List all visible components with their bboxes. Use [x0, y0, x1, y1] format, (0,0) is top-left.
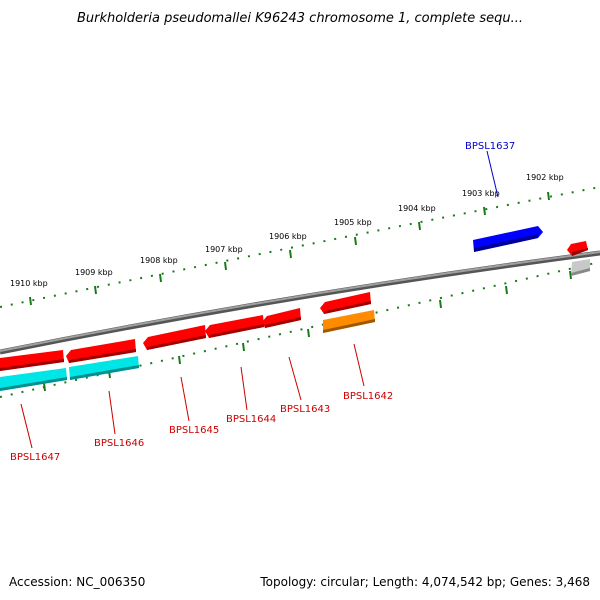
chromosome-backbone	[0, 251, 600, 352]
leader-bpsl1646	[108, 390, 116, 435]
lower-tick-arc	[0, 261, 600, 398]
map-title: Burkholderia pseudomallei K96243 chromos…	[77, 11, 523, 26]
gene-label-bpsl1643[interactable]: BPSL1643	[280, 404, 330, 415]
forward-genes	[320, 226, 588, 314]
tick-lower-7	[439, 299, 442, 309]
cds-bpsl1646[interactable]	[69, 356, 139, 380]
scale-label-1908: 1908 kbp	[140, 256, 178, 265]
tick-1908	[159, 273, 162, 283]
gene-bpsl1643[interactable]	[262, 308, 301, 328]
gene-label-bpsl1646[interactable]: BPSL1646	[94, 438, 144, 449]
leader-bpsl1644	[240, 366, 248, 411]
scale-label-1909: 1909 kbp	[75, 268, 113, 277]
leader-bpsl1637	[486, 150, 499, 198]
gene-label-bpsl1642[interactable]: BPSL1642	[343, 391, 393, 402]
gene-bpsl1636-shade	[572, 248, 588, 256]
leader-bpsl1645	[180, 376, 190, 422]
tick-lower-1	[43, 382, 46, 392]
tick-1905	[354, 236, 357, 246]
leader-bpsl1642	[353, 343, 365, 387]
cds-bpsl1642-shade	[323, 319, 375, 333]
gene-bpsl1647-shade	[0, 359, 64, 371]
tick-1909	[94, 285, 97, 295]
tick-lower-9	[569, 270, 572, 280]
gene-bpsl1645[interactable]	[143, 325, 206, 350]
gene-label-bpsl1645[interactable]: BPSL1645	[169, 425, 219, 436]
upper-tick-arc	[0, 186, 600, 308]
upper-major-ticks	[29, 191, 550, 306]
scale-label-1906: 1906 kbp	[269, 232, 307, 241]
cds-features	[0, 259, 590, 391]
scale-label-1905: 1905 kbp	[334, 218, 372, 227]
leader-bpsl1643	[288, 356, 302, 401]
gene-label-bpsl1637[interactable]: BPSL1637	[465, 141, 515, 152]
leader-bpsl1647	[20, 403, 33, 449]
tick-1910	[29, 296, 32, 306]
gene-bpsl1645-shade	[147, 335, 206, 350]
scale-label-1904: 1904 kbp	[398, 204, 436, 213]
gene-bpsl1642-shade	[324, 301, 371, 314]
lower-major-ticks	[43, 270, 572, 392]
tick-1903	[483, 206, 486, 216]
gene-bpsl1642[interactable]	[320, 292, 371, 314]
gene-bpsl1644-shade	[209, 324, 264, 338]
cds-bpsl1646-shade	[70, 365, 139, 380]
tick-lower-8	[505, 285, 508, 295]
tick-lower-4	[242, 342, 245, 352]
label-leaders	[20, 150, 499, 449]
tick-1906	[289, 249, 292, 259]
scale-label-1902: 1902 kbp	[526, 173, 564, 182]
scale-label-1910: 1910 kbp	[10, 279, 48, 288]
scale-label-1903: 1903 kbp	[462, 189, 500, 198]
gene-bpsl1646[interactable]	[66, 339, 136, 363]
tick-1904	[418, 221, 421, 231]
tick-lower-3	[178, 355, 181, 365]
gene-bpsl1643-shade	[265, 317, 301, 328]
tick-1902	[547, 191, 550, 201]
summary-text: Topology: circular; Length: 4,074,542 bp…	[259, 575, 590, 589]
tick-lower-5	[307, 328, 310, 338]
scale-label-1907: 1907 kbp	[205, 245, 243, 254]
accession-text: Accession: NC_006350	[9, 575, 145, 589]
tick-1907	[224, 261, 227, 271]
reverse-genes	[0, 308, 301, 371]
gene-bpsl1637-shade	[474, 234, 538, 252]
gene-label-bpsl1647[interactable]: BPSL1647	[10, 452, 60, 463]
gene-bpsl1644[interactable]	[205, 315, 264, 338]
gene-bpsl1646-shade	[69, 349, 136, 363]
cds-bpsl1636-shade	[571, 268, 590, 276]
gene-label-bpsl1644[interactable]: BPSL1644	[226, 414, 276, 425]
cds-bpsl1647-shade	[0, 377, 67, 391]
